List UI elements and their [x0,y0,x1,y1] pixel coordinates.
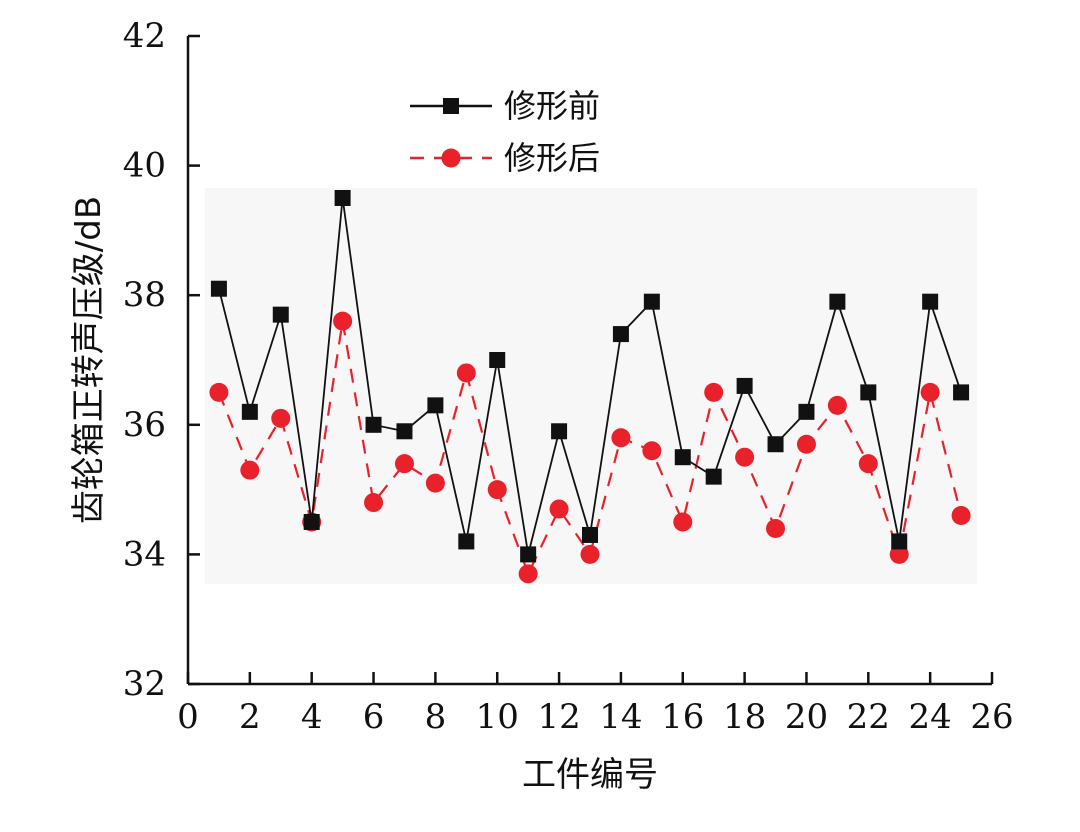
data-point [549,499,569,519]
x-axis-title: 工件编号 [522,755,658,795]
data-point [798,403,815,420]
data-point [922,293,939,310]
data-point [580,544,600,564]
legend-label: 修形后 [504,139,600,177]
data-point [953,384,970,401]
data-point [456,363,476,383]
y-tick-label: 34 [123,534,166,574]
data-point [766,518,786,538]
x-tick-label: 18 [723,697,766,737]
data-point [858,454,878,474]
data-point [551,423,568,440]
data-point [209,382,229,402]
legend-label: 修形前 [504,87,600,125]
x-tick-label: 4 [301,697,323,737]
data-point [210,280,227,297]
data-point [427,397,444,414]
data-point [767,436,784,453]
series-layer [209,190,971,584]
data-point [425,473,445,493]
x-tick-label: 6 [363,697,385,737]
y-tick-label: 32 [123,664,166,704]
data-point [612,326,629,343]
data-point [643,293,660,310]
x-tick-label: 22 [847,697,890,737]
x-tick-label: 2 [239,697,261,737]
data-point [736,377,753,394]
x-tick-label: 20 [785,697,828,737]
y-tick-label: 42 [123,16,166,56]
data-point [704,382,724,402]
series-1 [210,190,970,563]
y-tick-label: 36 [123,405,166,445]
x-tick-label: 24 [909,697,952,737]
x-tick-label: 8 [425,697,447,737]
data-point [458,533,475,550]
data-point [271,408,291,428]
data-point [394,454,414,474]
x-tick-label: 26 [970,697,1013,737]
data-point [889,544,909,564]
data-point [272,306,289,323]
data-point [396,423,413,440]
data-point [365,416,382,433]
data-point [364,493,384,513]
data-point [241,403,258,420]
legend-marker [443,98,459,114]
x-tick-label: 10 [476,697,519,737]
data-point [829,293,846,310]
data-point [518,564,538,584]
data-point [860,384,877,401]
y-tick-label: 40 [123,146,166,186]
data-point [582,526,598,543]
x-tick-label: 14 [599,697,642,737]
data-point [827,395,847,415]
data-point [951,506,971,526]
y-tick-label: 38 [123,275,166,315]
data-point [489,352,506,368]
data-point [735,447,755,467]
data-point [642,441,662,461]
x-tick-label: 0 [177,697,199,737]
legend-marker [441,148,461,168]
data-point [334,190,351,206]
data-point [487,480,507,500]
data-point [796,434,816,454]
data-point [240,460,260,480]
y-axis-title: 齿轮箱正转声压级/dB [69,196,109,524]
data-point [303,514,320,530]
data-point [705,468,722,485]
data-point [674,449,691,466]
data-point [520,546,537,563]
data-point [611,428,631,448]
data-point [920,382,940,402]
x-tick-label: 12 [537,697,580,737]
data-point [891,533,908,550]
data-point [673,512,693,532]
x-tick-label: 16 [661,697,704,737]
data-point [333,311,353,331]
